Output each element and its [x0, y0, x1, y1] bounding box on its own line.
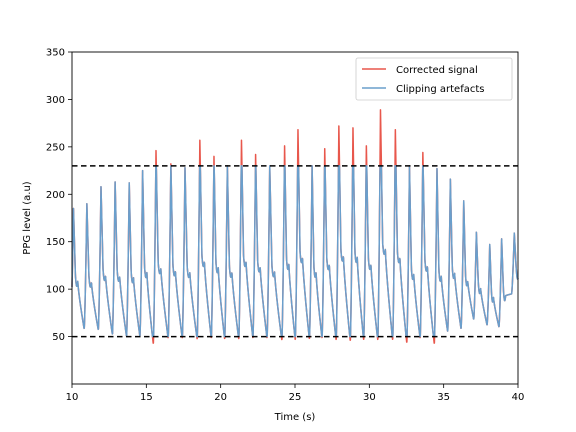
y-axis: 50 100 150 200 250 300 350 — [46, 48, 72, 343]
y-tick-label-300: 300 — [46, 95, 65, 106]
y-tick-label-250: 250 — [46, 142, 65, 153]
x-axis: 10 15 20 25 30 35 40 — [66, 384, 525, 403]
y-tick-label-350: 350 — [46, 48, 65, 59]
legend-box — [355, 57, 513, 101]
x-tick-label-30: 30 — [363, 392, 376, 403]
x-tick-label-15: 15 — [140, 392, 153, 403]
y-tick-label-200: 200 — [46, 190, 65, 201]
legend: Corrected signal Clipping artefacts — [355, 57, 513, 101]
x-tick-label-40: 40 — [512, 392, 525, 403]
legend-label-clipping-artefacts: Clipping artefacts — [396, 84, 484, 95]
y-tick-label-50: 50 — [52, 332, 65, 343]
x-tick-label-35: 35 — [437, 392, 450, 403]
x-axis-label: Time (s) — [274, 412, 316, 423]
x-tick-label-20: 20 — [214, 392, 227, 403]
legend-label-corrected-signal: Corrected signal — [396, 65, 478, 76]
y-tick-label-150: 150 — [46, 237, 65, 248]
threshold-layer — [72, 165, 518, 338]
y-tick-label-100: 100 — [46, 285, 65, 296]
series-layer — [71, 109, 519, 344]
x-tick-label-25: 25 — [289, 392, 302, 403]
y-axis-label: PPG level (a.u) — [22, 181, 33, 254]
x-tick-label-10: 10 — [66, 392, 79, 403]
series-line-1 — [71, 165, 519, 338]
